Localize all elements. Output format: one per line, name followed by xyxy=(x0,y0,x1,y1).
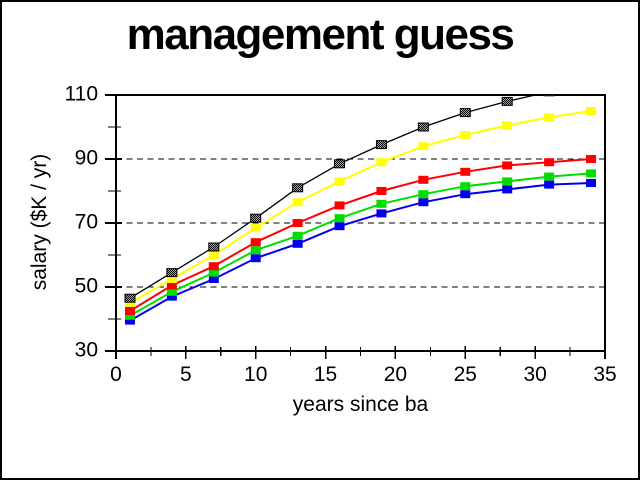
marker-blue-yr7 xyxy=(208,275,219,283)
marker-red-yr16 xyxy=(334,201,345,210)
marker-orange-checkered-yr7 xyxy=(208,242,220,252)
marker-red-yr13 xyxy=(292,219,303,227)
marker-orange-checkered-yr28 xyxy=(501,96,513,106)
y-tick-label-90: 90 xyxy=(74,146,98,170)
x-tick-label-5: 5 xyxy=(180,363,192,386)
marker-green-yr1 xyxy=(124,311,135,320)
series-line-orange-checkered xyxy=(129,95,539,299)
marker-green-yr16 xyxy=(334,214,345,223)
marker-orange-checkered-yr22 xyxy=(417,122,429,132)
marker-yellow-yr22 xyxy=(418,142,429,151)
marker-red-yr34 xyxy=(586,155,597,163)
marker-blue-yr28 xyxy=(502,185,513,194)
marker-orange-checkered-yr31 xyxy=(543,95,555,97)
marker-green-yr31 xyxy=(544,172,555,181)
marker-blue-yr10 xyxy=(250,254,261,263)
marker-red-yr31 xyxy=(544,158,555,167)
marker-red-yr7 xyxy=(208,262,219,271)
x-tick-label-30: 30 xyxy=(523,363,547,386)
marker-yellow-yr19 xyxy=(376,158,387,167)
marker-green-yr25 xyxy=(460,182,471,191)
marker-green-yr34 xyxy=(586,169,597,178)
marker-yellow-yr28 xyxy=(502,121,513,130)
x-tick-label-20: 20 xyxy=(383,363,408,386)
y-tick-label-30: 30 xyxy=(74,338,98,362)
marker-yellow-yr13 xyxy=(292,198,303,207)
marker-blue-yr13 xyxy=(292,239,303,248)
y-tick-label-50: 50 xyxy=(74,274,98,298)
marker-blue-yr16 xyxy=(334,222,345,231)
marker-orange-checkered-yr13 xyxy=(292,183,304,193)
marker-blue-yr1 xyxy=(124,316,135,325)
series-line-blue xyxy=(129,182,592,322)
marker-red-yr19 xyxy=(376,187,387,195)
marker-orange-checkered-yr1 xyxy=(124,293,136,303)
marker-yellow-yr16 xyxy=(334,177,345,186)
marker-red-yr25 xyxy=(460,167,471,176)
marker-yellow-yr10 xyxy=(250,223,261,232)
marker-orange-checkered-yr16 xyxy=(334,159,346,169)
marker-yellow-yr25 xyxy=(460,131,471,139)
marker-blue-yr31 xyxy=(544,180,555,189)
x-axis-label: years since ba xyxy=(292,393,429,416)
series-line-green xyxy=(129,172,592,317)
x-tick-label-10: 10 xyxy=(244,363,268,386)
marker-orange-checkered-yr34 xyxy=(586,81,596,89)
marker-green-yr4 xyxy=(166,287,177,296)
marker-yellow-yr7 xyxy=(208,251,219,259)
chart-title: management guess xyxy=(126,10,515,59)
marker-red-yr1 xyxy=(124,307,135,315)
marker-blue-yr25 xyxy=(460,190,471,199)
marker-green-yr19 xyxy=(376,199,387,208)
marker-yellow-yr31 xyxy=(544,113,555,122)
marker-blue-yr4 xyxy=(166,292,177,301)
marker-yellow-yr4 xyxy=(166,275,177,283)
y-tick-label-110: 110 xyxy=(64,82,98,106)
marker-blue-yr34 xyxy=(586,179,597,187)
marker-blue-yr19 xyxy=(376,209,387,218)
x-tick-label-35: 35 xyxy=(593,363,617,386)
x-tick-label-0: 0 xyxy=(110,363,122,386)
marker-orange-checkered-yr19 xyxy=(375,140,387,150)
y-tick-label-70: 70 xyxy=(74,210,98,234)
marker-orange-checkered-yr4 xyxy=(166,268,178,278)
marker-green-yr13 xyxy=(292,231,303,240)
x-tick-label-25: 25 xyxy=(453,363,477,386)
series-line-yellow xyxy=(129,110,592,304)
marker-blue-yr22 xyxy=(418,198,429,207)
marker-orange-checkered-yr25 xyxy=(459,108,471,118)
marker-yellow-yr34 xyxy=(586,107,597,115)
marker-yellow-yr1 xyxy=(124,299,135,307)
marker-red-yr4 xyxy=(166,281,177,290)
series-line-red xyxy=(129,158,592,312)
marker-green-yr22 xyxy=(418,190,429,199)
series-group xyxy=(124,81,597,325)
marker-red-yr10 xyxy=(250,238,261,247)
marker-green-yr28 xyxy=(502,177,513,186)
marker-green-yr7 xyxy=(208,268,219,277)
x-tick-label-15: 15 xyxy=(313,363,338,386)
marker-orange-checkered-yr10 xyxy=(250,213,262,223)
marker-green-yr10 xyxy=(250,246,261,255)
marker-red-yr28 xyxy=(502,161,513,170)
marker-red-yr22 xyxy=(418,175,429,184)
